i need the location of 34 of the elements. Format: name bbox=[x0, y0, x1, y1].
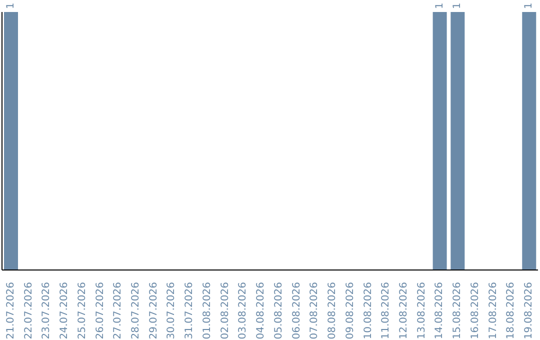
data-label: 1 bbox=[452, 2, 464, 9]
x-tick-label: 07.08.2026 bbox=[309, 282, 320, 340]
x-tick-label: 18.08.2026 bbox=[506, 282, 517, 340]
x-tick-label: 05.08.2026 bbox=[273, 282, 284, 340]
x-tick-label: 23.07.2026 bbox=[41, 282, 52, 340]
x-tick-label: 14.08.2026 bbox=[434, 282, 446, 340]
x-tick-label: 16.08.2026 bbox=[470, 282, 481, 340]
x-tick-label: 02.08.2026 bbox=[220, 282, 231, 340]
x-tick-label: 12.08.2026 bbox=[398, 282, 410, 340]
x-tick-label: 31.07.2026 bbox=[184, 282, 196, 340]
x-tick-label: 10.08.2026 bbox=[362, 282, 374, 340]
x-tick-label: 21.07.2026 bbox=[5, 282, 16, 340]
data-label: 1 bbox=[524, 2, 535, 9]
x-tick-label: 15.08.2026 bbox=[452, 282, 464, 340]
x-tick-label: 25.07.2026 bbox=[76, 282, 88, 340]
x-tick-label: 24.07.2026 bbox=[59, 282, 70, 340]
x-tick-label: 03.08.2026 bbox=[238, 282, 249, 340]
data-label: 1 bbox=[434, 2, 446, 9]
x-tick-label: 04.08.2026 bbox=[256, 282, 267, 340]
x-tick-label: 11.08.2026 bbox=[380, 282, 392, 340]
x-tick-label: 17.08.2026 bbox=[488, 282, 499, 340]
x-tick-label: 29.07.2026 bbox=[148, 282, 160, 340]
x-tick-label: 22.07.2026 bbox=[23, 282, 34, 340]
x-tick-label: 06.08.2026 bbox=[291, 282, 302, 340]
x-tick-label: 19.08.2026 bbox=[524, 282, 535, 340]
x-tick-label: 01.08.2026 bbox=[202, 282, 213, 340]
x-tick-label: 08.08.2026 bbox=[327, 282, 338, 340]
data-label: 1 bbox=[6, 2, 16, 9]
x-tick-label: 28.07.2026 bbox=[130, 282, 142, 340]
x-tick-label: 26.07.2026 bbox=[94, 282, 106, 340]
x-tick-label: 27.07.2026 bbox=[112, 282, 124, 340]
x-tick-label: 30.07.2026 bbox=[166, 282, 178, 340]
x-tick-label: 13.08.2026 bbox=[416, 282, 428, 340]
x-tick-label: 09.08.2026 bbox=[344, 282, 356, 340]
